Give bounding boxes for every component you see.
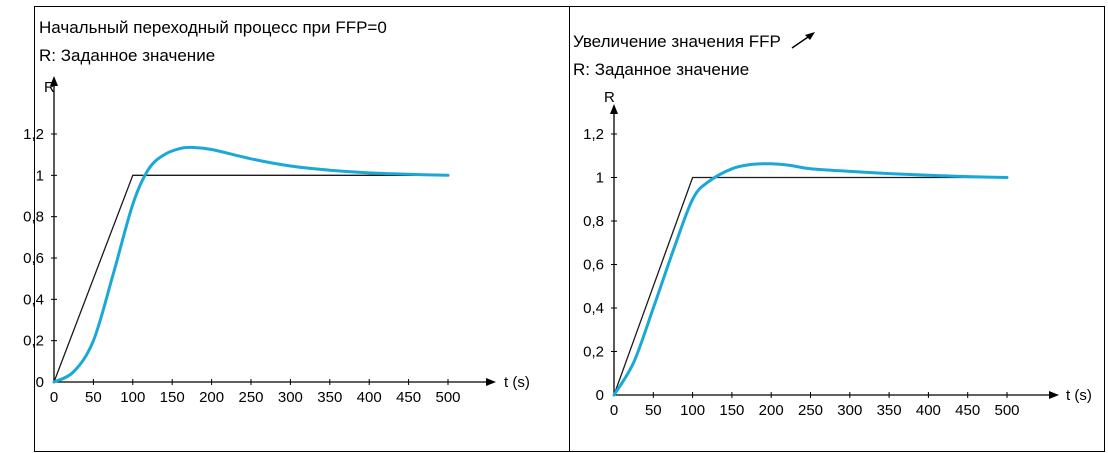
x-tick-label: 250 [238,389,263,406]
y-tick-label: 0 [36,374,44,391]
increase-arrow-icon [791,32,816,49]
y-tick-label: 0,6 [23,250,44,267]
x-tick-label: 500 [994,402,1019,419]
x-tick-label: 150 [719,402,744,419]
y-tick-label: 0,8 [583,213,604,230]
chart-plot-right: Rt (s) 0 0,2 0,4 0,6 0,8 1 1,2 0 50 100 150 200 250 30… [583,89,1092,419]
y-tick-label: 0,8 [23,209,44,226]
x-tick-label: 350 [317,389,342,406]
y-tick-label: 1,2 [23,126,44,143]
x-tick-label: 450 [955,402,980,419]
response-curve [52,145,450,384]
x-tick-label: 450 [396,389,421,406]
y-axis-label: R [44,79,55,96]
y-tick-label: 0 [596,387,604,404]
reference-line [53,174,448,383]
x-axis-label: t (s) [1066,387,1092,404]
x-tick-label: 350 [877,402,902,419]
reference-line [613,176,1007,396]
y-tick-label: 0,4 [23,291,44,308]
x-tick-label: 50 [85,389,102,406]
x-axis-label: t (s) [504,374,530,391]
x-tick-label: 200 [199,389,224,406]
y-tick-label: 1,2 [583,126,604,143]
y-tick-label: 0,2 [583,344,604,361]
x-tick-label: 250 [798,402,823,419]
chart-title-right-text: Увеличение значения FFP [573,32,781,51]
panel-divider [569,6,570,452]
y-axis-label: R [604,89,615,106]
chart-title-left: Начальный переходный процесс при FFP=0 [39,18,387,37]
x-tick-label: 300 [278,389,303,406]
x-tick-label: 200 [759,402,784,419]
chart-subtitle-left: R: Заданное значение [39,46,216,65]
chart-panel-left: Начальный переходный процесс при FFP=0 R… [23,6,569,452]
x-tick-label: 500 [435,389,460,406]
x-tick-label: 50 [645,402,662,419]
x-tick-label: 150 [160,389,185,406]
x-tick-label: 400 [357,389,382,406]
y-tick-label: 1 [36,167,44,184]
x-axis-arrow-icon [1049,391,1059,399]
y-tick-label: 0,6 [583,257,604,274]
x-tick-label: 0 [50,389,58,406]
response-curve [612,162,1009,397]
x-tick-label: 400 [916,402,941,419]
x-tick-label: 100 [680,402,705,419]
x-tick-label: 100 [120,389,145,406]
x-axis-arrow-icon [486,378,496,386]
x-tick-label: 300 [837,402,862,419]
x-tick-label: 0 [610,402,618,419]
y-axis-arrow-icon [50,76,58,86]
y-tick-label: 0,4 [583,300,604,317]
y-axis-arrow-icon [610,104,618,114]
chart-subtitle-right: R: Заданное значение [573,60,750,79]
y-tick-label: 1 [596,170,604,187]
chart-title-right: Увеличение значения FFP [573,30,818,54]
chart-panel-right: Увеличение значения FFP R: Заданное знач… [569,6,1105,452]
chart-plot-left: Rt (s) 0 0,2 0,4 0,6 0,8 1 1,2 0 50 100 150 200 250 30… [23,76,530,406]
y-tick-label: 0,2 [23,333,44,350]
